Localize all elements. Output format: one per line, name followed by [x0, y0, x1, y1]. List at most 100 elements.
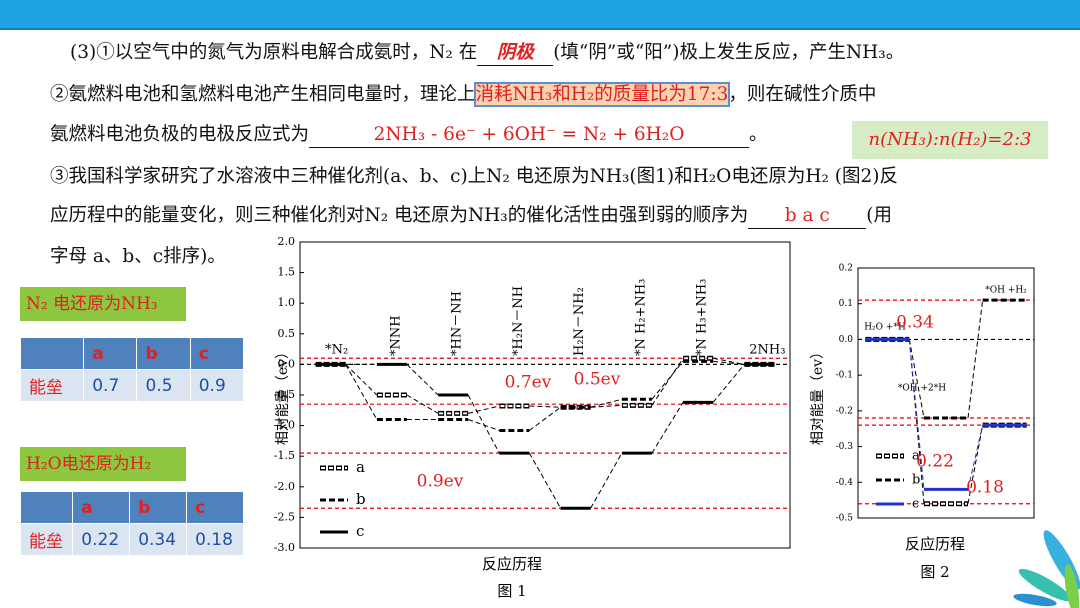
- answer-blank: 阴极: [477, 41, 554, 66]
- y-tick-label: 1.5: [278, 266, 296, 279]
- answer-note: n(NH₃):n(H₂)=2:3: [852, 121, 1048, 159]
- state-label: *OH +H₂: [985, 286, 1027, 296]
- answer: 阴极: [496, 42, 534, 63]
- legend-label: b: [356, 490, 366, 508]
- y-tick-label: -1.0: [274, 419, 295, 432]
- y-tick-label: -0.5: [836, 514, 854, 524]
- connector: [406, 364, 439, 396]
- legend-label: b: [912, 473, 920, 488]
- text: 氨燃料电池负极的电极反应式为: [50, 124, 310, 145]
- y-tick-label: -0.4: [836, 478, 854, 488]
- y-tick-label: 0.2: [839, 264, 853, 274]
- highlight: 消耗NH₃和H₂的质量比为17:3: [473, 82, 731, 107]
- y-tick-label: 0.0: [839, 335, 854, 345]
- connector: [590, 452, 623, 509]
- connector: [345, 364, 378, 396]
- text: (填“阴”或“阳”)极上发生反应，产生NH₃。: [553, 42, 905, 63]
- state-label: *H₂N－NH: [511, 286, 526, 356]
- legend-label: c: [912, 497, 919, 512]
- annotation: 0.9ev: [417, 472, 464, 492]
- table-row: 能垒 0.7 0.5 0.9: [19, 369, 245, 402]
- answer-blank: b a c: [748, 204, 867, 229]
- text: (3)①以空气中的氮气为原料电解合成氨时，N₂ 在: [70, 42, 478, 63]
- y-tick-label: 1.0: [278, 296, 296, 309]
- annotation: 0.5ev: [574, 370, 621, 390]
- cell: 0.9: [189, 369, 245, 402]
- cell: a: [83, 337, 138, 370]
- y-tick-label: -3.0: [274, 541, 295, 554]
- connector: [651, 361, 684, 400]
- connector: [967, 300, 984, 419]
- text: ③我国科学家研究了水溶液中三种催化剂(a、b、c)上N₂ 电还原为NH₃(图1)…: [50, 166, 898, 187]
- answer: 2NH₃ - 6e⁻ + 6OH⁻ = N₂ + 6H₂O: [373, 124, 685, 145]
- state-label: H₂N－NH₂: [572, 287, 587, 356]
- cell: [19, 337, 85, 370]
- question-line: 字母 a、b、c排序)。: [50, 242, 226, 272]
- y-tick-label: -0.1: [836, 371, 853, 381]
- annotation: 0.7ev: [505, 373, 552, 393]
- x-axis-label: 反应历程: [482, 555, 542, 573]
- connector: [468, 405, 500, 414]
- y-tick-label: -2.0: [274, 480, 295, 493]
- decoration: [1013, 530, 1080, 608]
- cell: 0.5: [136, 369, 191, 402]
- connector: [590, 398, 622, 408]
- x-axis-label: 反应历程: [905, 535, 965, 553]
- connector: [651, 402, 684, 454]
- question-line: (3)①以空气中的氮气为原料电解合成氨时，N₂ 在阴极 (填“阴”或“阳”)极上发…: [70, 38, 904, 68]
- state-label: H₂O +*H: [864, 323, 906, 333]
- connector: [967, 425, 984, 490]
- cell: 能垒: [19, 369, 85, 402]
- question-line: 氨燃料电池负极的电极反应式为 2NH₃ - 6e⁻ + 6OH⁻ = N₂ + 6…: [50, 120, 768, 150]
- connector: [529, 406, 561, 431]
- header-bar: [0, 0, 1080, 30]
- connector: [528, 452, 562, 509]
- text: ②氨燃料电池和氢燃料电池产生相同电量时，理论上: [50, 84, 476, 105]
- plot-frame: [857, 267, 1035, 519]
- y-tick-label: 0.1: [839, 299, 853, 309]
- question-line: ③我国科学家研究了水溶液中三种催化剂(a、b、c)上N₂ 电还原为NH₃(图1)…: [50, 162, 898, 192]
- state-label: *OH +2*H: [898, 384, 946, 394]
- y-tick-label: 0.0: [278, 357, 296, 370]
- question-line: ②氨燃料电池和氢燃料电池产生相同电量时，理论上消耗NH₃和H₂的质量比为17:3…: [50, 80, 876, 110]
- annotation: 0.34: [896, 313, 934, 333]
- connector: [406, 394, 439, 414]
- cell: 0.22: [72, 523, 131, 556]
- legend-label: c: [356, 522, 364, 540]
- y-axis-label: 相对能量（ev）: [275, 345, 291, 445]
- answer: b a c: [784, 205, 830, 226]
- y-tick-label: -2.5: [274, 510, 295, 523]
- text: 字母 a、b、c排序)。: [50, 246, 226, 267]
- question-line: 应历程中的能量变化，则三种催化剂对N₂ 电还原为NH₃的催化活性由强到弱的顺序为…: [50, 201, 892, 231]
- y-tick-label: -1.5: [274, 449, 295, 462]
- cell: c: [186, 491, 244, 524]
- y-tick-label: 0.5: [278, 327, 296, 340]
- text: 。: [749, 124, 768, 145]
- connector: [345, 364, 378, 420]
- cell: 0.34: [129, 523, 188, 556]
- text: (用: [866, 205, 892, 226]
- connector: [467, 394, 500, 454]
- legend-label: a: [912, 449, 920, 464]
- y-tick-label: -0.2: [836, 406, 853, 416]
- connector: [529, 405, 561, 408]
- connector: [713, 357, 745, 365]
- cell: 能垒: [19, 523, 74, 556]
- connector: [651, 358, 684, 406]
- plot-frame: [299, 241, 791, 549]
- state-label: *NNH: [388, 315, 403, 356]
- annotation: 0.22: [916, 452, 954, 472]
- text: 应历程中的能量变化，则三种催化剂对N₂ 电还原为NH₃的催化活性由强到弱的顺序为: [50, 205, 749, 226]
- y-tick-label: -0.3: [836, 442, 854, 452]
- connector: [712, 364, 745, 403]
- text: ，则在碱性介质中: [728, 84, 877, 105]
- annotation: 0.18: [966, 478, 1004, 498]
- cell: 0.7: [83, 369, 138, 402]
- state-label: 2NH₃: [749, 343, 785, 358]
- state-label: *N H₂+NH₃: [633, 279, 648, 356]
- connector: [590, 404, 622, 408]
